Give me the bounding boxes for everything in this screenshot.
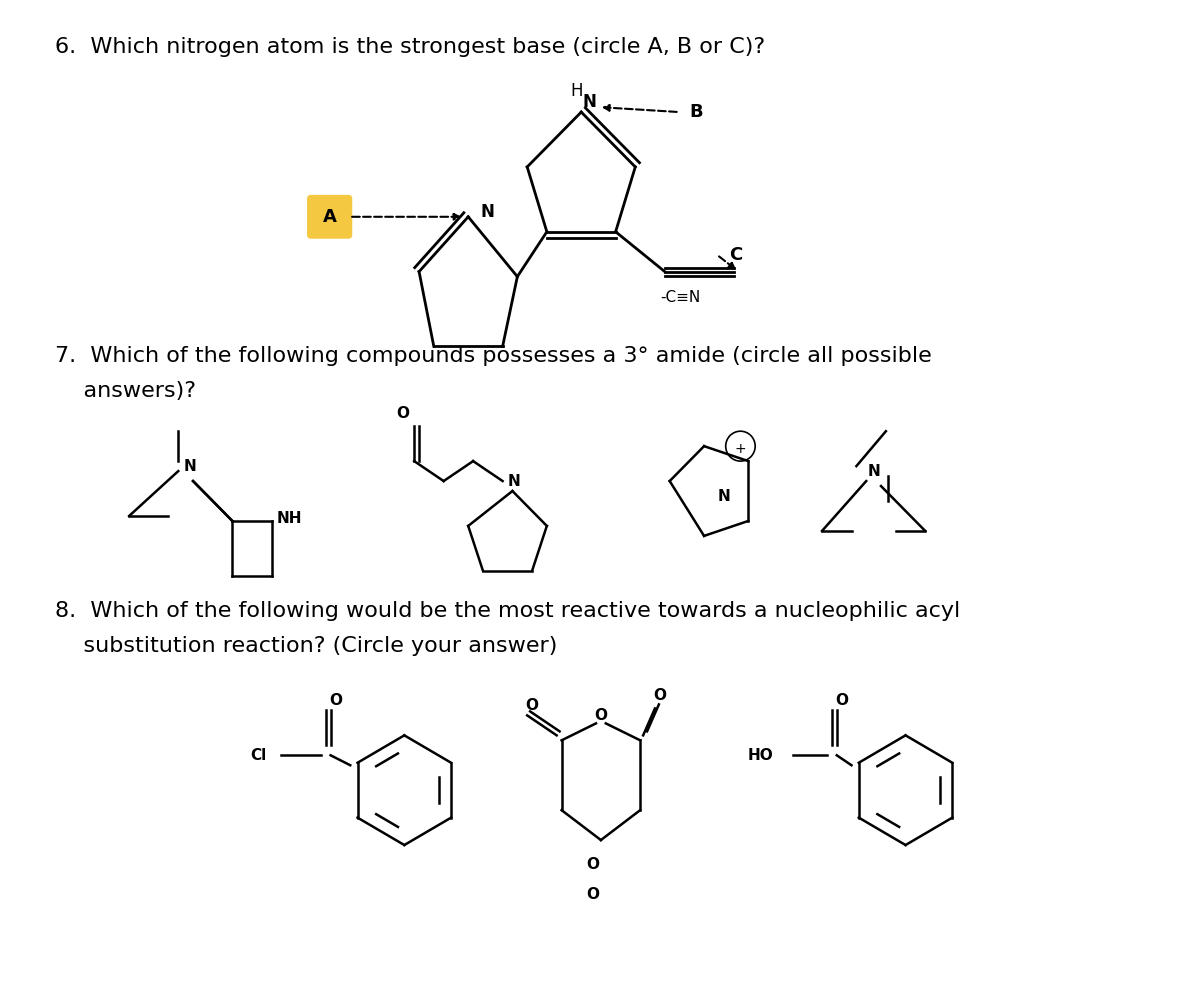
Text: N: N [480,203,494,221]
Text: +: + [734,442,746,456]
Text: O: O [835,693,848,708]
Text: N: N [508,473,521,488]
Text: 8.  Which of the following would be the most reactive towards a nucleophilic acy: 8. Which of the following would be the m… [55,601,961,621]
Text: H: H [570,82,582,100]
Text: O: O [653,688,666,703]
Text: 7.  Which of the following compounds possesses a 3° amide (circle all possible: 7. Which of the following compounds poss… [55,346,932,366]
Text: 6.  Which nitrogen atom is the strongest base (circle A, B or C)?: 6. Which nitrogen atom is the strongest … [55,37,766,57]
Text: B: B [689,103,703,121]
Text: NH: NH [276,512,302,527]
Text: Cl: Cl [251,748,266,763]
Text: A: A [323,208,336,226]
Text: O: O [526,698,539,713]
Text: N: N [868,463,881,478]
Text: O: O [396,405,409,420]
Text: O: O [594,708,607,723]
Text: answers)?: answers)? [55,381,197,401]
Text: O: O [587,888,600,903]
Text: N: N [582,93,596,111]
Text: substitution reaction? (Circle your answer): substitution reaction? (Circle your answ… [55,636,558,656]
Text: HO: HO [748,748,773,763]
Text: O: O [587,858,600,873]
Text: -C≡N: -C≡N [660,289,700,304]
Text: N: N [718,488,730,504]
Text: O: O [329,693,342,708]
Text: N: N [184,458,196,473]
Text: C: C [728,245,742,263]
FancyBboxPatch shape [307,195,353,238]
